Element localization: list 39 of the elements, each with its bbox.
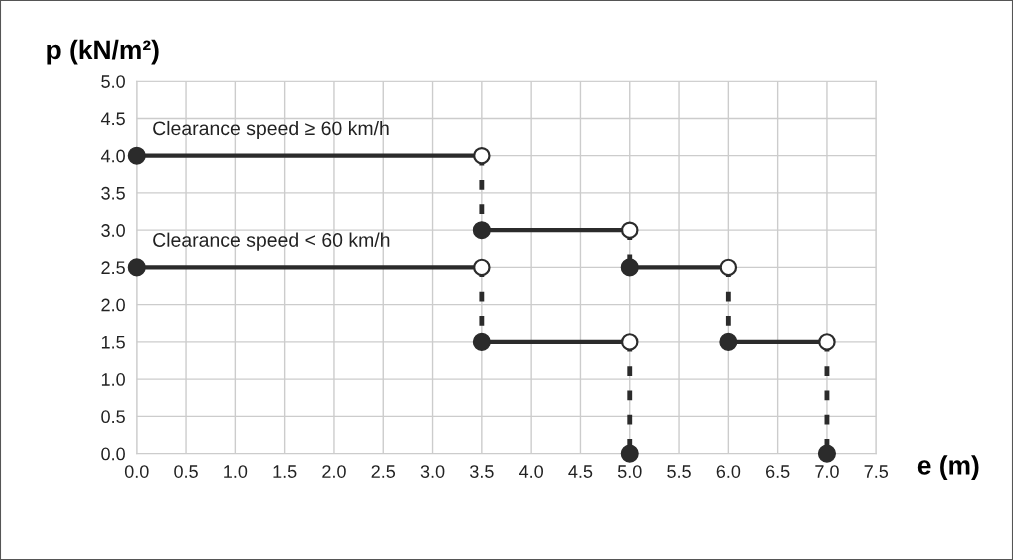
y-tick-label: 1.0 bbox=[101, 373, 125, 386]
x-tick-label: 5.0 bbox=[617, 465, 642, 478]
point bbox=[620, 444, 639, 463]
point bbox=[127, 146, 146, 165]
x-tick-label: 6.0 bbox=[716, 465, 741, 478]
annotation: Clearance speed < 60 km/h bbox=[153, 232, 390, 251]
y-tick-label: 1.5 bbox=[101, 336, 125, 349]
x-tick-label: 2.0 bbox=[322, 465, 346, 478]
y-tick-label: 3.5 bbox=[101, 186, 125, 200]
y-tick-label: 2.0 bbox=[101, 298, 125, 312]
point bbox=[817, 444, 836, 463]
y-tick-label: 2.5 bbox=[101, 261, 125, 275]
y-tick-label: 5.0 bbox=[101, 75, 125, 88]
x-tick-label: 7.0 bbox=[815, 465, 839, 478]
x-tick-label: 6.5 bbox=[766, 465, 790, 478]
y-tick-label: 0.5 bbox=[101, 410, 125, 424]
x-tick-label: 0.5 bbox=[174, 465, 198, 478]
point bbox=[719, 332, 738, 351]
x-tick-label: 1.0 bbox=[224, 465, 248, 478]
x-axis-title: e (m) bbox=[917, 455, 979, 480]
point bbox=[620, 258, 639, 277]
point bbox=[472, 332, 491, 351]
x-tick-label: 1.5 bbox=[273, 465, 297, 478]
y-tick-label: 4.0 bbox=[100, 149, 125, 163]
point bbox=[472, 221, 491, 240]
x-tick-label: 4.0 bbox=[519, 465, 543, 478]
x-tick-label: 4.5 bbox=[568, 465, 593, 478]
x-tick-label: 0.0 bbox=[124, 465, 149, 478]
y-axis-title: p (kN/m²) bbox=[47, 39, 159, 65]
y-tick-label: 3.0 bbox=[101, 224, 125, 237]
x-tick-label: 2.5 bbox=[371, 465, 396, 478]
point bbox=[127, 258, 146, 277]
y-tick-label: 4.5 bbox=[100, 112, 125, 126]
x-tick-label: 7.5 bbox=[864, 465, 889, 478]
x-tick-label: 5.5 bbox=[667, 465, 691, 478]
annotation: Clearance speed ≥ 60 km/h bbox=[153, 120, 389, 140]
y-tick-label: 0.0 bbox=[101, 447, 125, 461]
x-tick-label: 3.5 bbox=[469, 465, 494, 478]
x-tick-label: 3.0 bbox=[420, 465, 445, 478]
